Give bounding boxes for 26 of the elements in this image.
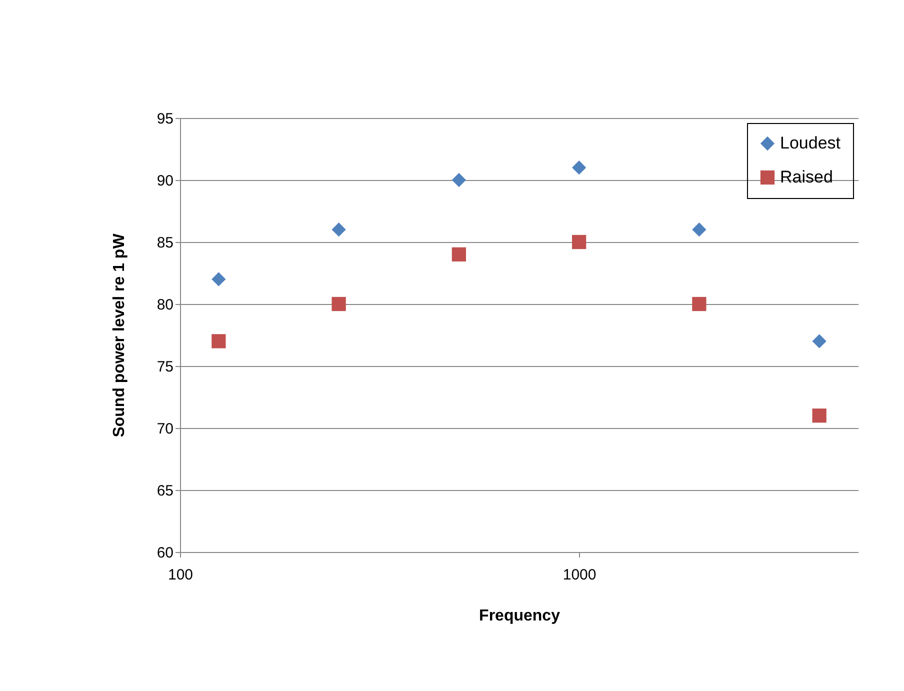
x-tick-label: 1000 [562, 566, 596, 584]
point [452, 172, 466, 188]
point [452, 247, 466, 262]
y-tick-label: 75 [156, 358, 174, 376]
y-axis-title: Sound power level re 1 pW [110, 232, 128, 438]
legend-label: Raised [780, 168, 833, 186]
y-tick-label: 70 [156, 420, 174, 438]
x-tick-label: 100 [168, 566, 194, 584]
point [692, 296, 706, 312]
x-axis-title: Frequency [479, 608, 560, 624]
y-tick-label: 60 [156, 544, 174, 562]
point [212, 272, 226, 286]
y-tick-label: 80 [156, 296, 174, 314]
point [812, 408, 826, 423]
point [572, 160, 586, 175]
y-tick-label: 85 [156, 234, 174, 252]
point [572, 234, 586, 250]
legend-label: Loudest [780, 134, 841, 152]
y-tick-label: 95 [156, 110, 174, 128]
point [332, 296, 346, 312]
point [332, 222, 346, 237]
y-tick-label: 90 [156, 172, 174, 190]
point [692, 222, 706, 237]
point [212, 334, 226, 348]
point [812, 334, 826, 348]
y-tick-label: 65 [156, 482, 174, 500]
